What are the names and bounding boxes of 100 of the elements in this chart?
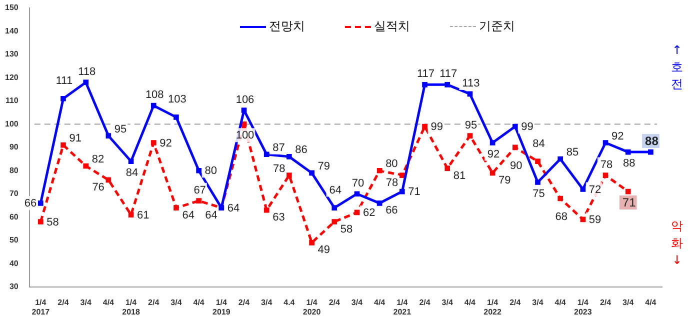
data-label: 80	[386, 158, 398, 170]
point	[558, 156, 563, 162]
data-label: 117	[440, 68, 458, 80]
point	[106, 177, 112, 183]
data-label: 106	[236, 94, 254, 106]
data-label: 66	[24, 198, 37, 210]
data-label: 88	[622, 158, 636, 170]
data-label: 84	[532, 138, 545, 150]
point	[444, 82, 450, 88]
data-label: 59	[588, 214, 602, 226]
point	[376, 168, 382, 174]
data-label: 67	[194, 184, 206, 196]
data-label: 78	[386, 176, 398, 189]
x-tick-label: 3/4	[532, 298, 544, 307]
data-label: 92	[160, 137, 172, 150]
data-label: 76	[92, 181, 104, 194]
data-label: 92	[612, 130, 624, 142]
data-label: 79	[498, 174, 511, 186]
y-tick-label: 150	[4, 3, 19, 12]
data-label: 78	[272, 162, 286, 175]
data-label: 79	[318, 160, 330, 172]
point	[174, 205, 179, 210]
point	[354, 210, 360, 216]
data-label: 80	[204, 165, 218, 178]
x-tick-label: 4/4	[193, 298, 205, 307]
y-tick-label: 90	[9, 142, 19, 152]
data-label: 58	[46, 216, 59, 228]
point	[354, 191, 360, 197]
data-label: 64	[182, 209, 194, 222]
x-tick-label: 1/4 2018	[122, 298, 140, 316]
point	[467, 133, 473, 138]
point	[83, 80, 88, 86]
point	[241, 108, 247, 113]
data-label: 81	[453, 170, 466, 182]
point	[490, 170, 496, 176]
point	[512, 124, 518, 130]
y-tick-label: 30	[9, 282, 19, 292]
point	[490, 140, 496, 146]
point	[150, 140, 156, 146]
point	[512, 144, 518, 150]
data-label: 118	[78, 66, 96, 78]
point	[399, 188, 405, 194]
point	[309, 170, 314, 176]
x-tick-label: 4/4	[554, 298, 566, 307]
data-label: 82	[92, 154, 104, 166]
x-tick-label: 2/4	[419, 298, 431, 307]
point	[558, 196, 563, 202]
y-tick-label: 120	[4, 72, 19, 82]
point	[83, 163, 88, 169]
point	[309, 240, 314, 246]
data-label: 86	[295, 144, 308, 156]
x-tick-label: 4/4	[464, 298, 476, 307]
x-tick-label: 2/4	[328, 298, 340, 307]
point	[602, 172, 608, 178]
point	[467, 91, 473, 97]
y-tick-label: 70	[9, 189, 19, 198]
data-label: 99	[430, 121, 444, 134]
data-label: 99	[521, 121, 534, 134]
legend-label: 전망치	[269, 18, 305, 35]
point	[286, 172, 292, 178]
point	[625, 149, 631, 155]
point	[580, 186, 586, 192]
point	[444, 166, 450, 171]
point	[422, 82, 428, 88]
x-tick-label: 4/4	[645, 298, 657, 307]
point	[264, 152, 270, 158]
x-tick-label: 2/4	[600, 298, 612, 307]
x-tick-label: 1/4 2020	[302, 298, 322, 316]
data-label: 113	[462, 77, 480, 90]
x-tick-label: 3/4	[170, 298, 182, 307]
point	[535, 180, 540, 185]
data-label: 117	[416, 68, 435, 80]
point	[376, 200, 382, 206]
data-label: 90	[510, 160, 522, 172]
point	[150, 102, 156, 108]
x-tick-label: 2/4	[510, 298, 522, 307]
point	[60, 96, 66, 102]
legend-label: 기준치	[479, 18, 515, 35]
x-tick-label: 1/4 2023	[574, 298, 592, 316]
x-tick-label: 2/4	[238, 298, 250, 307]
data-label: 58	[340, 223, 353, 236]
data-label: 62	[362, 206, 376, 219]
y-tick-label: 110	[5, 96, 19, 106]
point	[128, 212, 134, 218]
data-label: 63	[272, 212, 285, 224]
data-label: 84	[126, 166, 138, 179]
data-label: 75	[532, 188, 545, 200]
data-label: 92	[487, 148, 500, 160]
x-tick-label: 1/4 2017	[32, 298, 50, 316]
data-label: 91	[69, 132, 82, 145]
data-label: 95	[464, 119, 478, 132]
data-label: 70	[352, 177, 364, 190]
x-tick-label: 2/4	[58, 298, 70, 307]
point	[625, 188, 631, 194]
data-label: 68	[555, 211, 568, 224]
x-tick-label: 3/4	[442, 298, 454, 307]
data-label: 64	[227, 202, 240, 214]
y-tick-label: 130	[4, 50, 19, 59]
data-label: 71	[408, 186, 420, 198]
x-tick-label: 4.4	[284, 298, 296, 307]
